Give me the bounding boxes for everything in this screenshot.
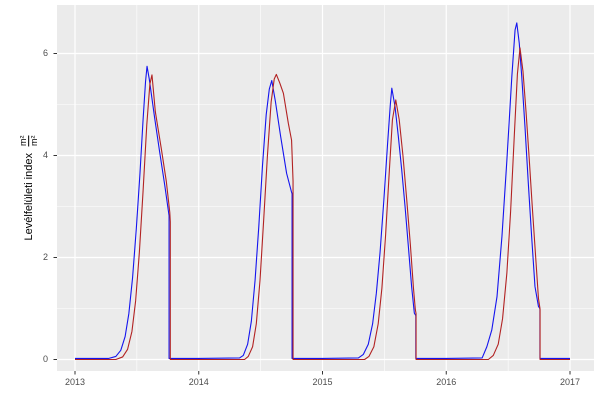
series-line-series-blue <box>75 22 570 360</box>
y-tick-label: 6 <box>42 48 48 58</box>
y-axis-unit-numerator: m² <box>18 135 29 147</box>
x-tick-label: 2015 <box>312 376 333 387</box>
y-axis-unit-denominator: m² <box>28 135 40 147</box>
x-tick-label: 2017 <box>559 376 581 387</box>
x-tick-label: 2016 <box>436 376 457 387</box>
y-tick-label: 2 <box>42 251 48 262</box>
plot-panel <box>57 5 594 371</box>
x-tick-label: 2014 <box>188 376 209 387</box>
y-tick-label: 4 <box>42 150 48 160</box>
y-axis-title-text: Levélfelületi index <box>23 153 35 241</box>
y-tick-label: 0 <box>42 353 48 364</box>
x-tick-label: 2013 <box>64 376 86 387</box>
series-line-series-red <box>75 47 570 361</box>
y-axis-unit-fraction: m² m² <box>18 135 40 147</box>
